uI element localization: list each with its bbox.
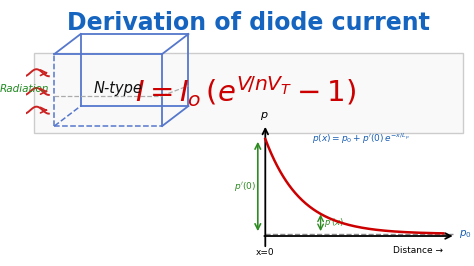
Text: $p'(0)$: $p'(0)$ [234,180,256,193]
Text: p: p [260,110,267,120]
Text: $\it{I = I_o\,(e^{V\!/nV_T} - 1)}$: $\it{I = I_o\,(e^{V\!/nV_T} - 1)}$ [135,75,356,109]
Text: x=0: x=0 [256,248,274,257]
Text: Derivation of diode current: Derivation of diode current [67,11,430,35]
Text: $p(x) = p_0 + p'(0)\,e^{-x/L_p}$: $p(x) = p_0 + p'(0)\,e^{-x/L_p}$ [312,132,410,146]
Text: Distance →: Distance → [393,246,443,255]
Text: $p_0$: $p_0$ [459,228,472,240]
Bar [34,53,463,133]
Text: Radiation: Radiation [0,84,49,94]
Text: $p'(x)$: $p'(x)$ [324,216,345,229]
Text: N-type: N-type [93,81,142,96]
